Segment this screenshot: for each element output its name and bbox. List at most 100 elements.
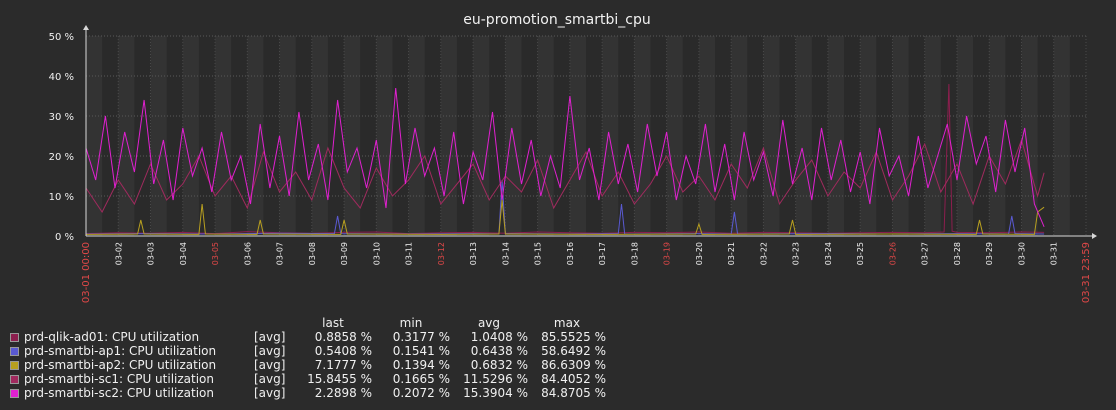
legend-max: 84.8705 % — [541, 386, 606, 400]
x-tick-label: 03-16 — [566, 242, 575, 265]
x-tick-label: 03-31 — [1050, 242, 1059, 265]
legend-agg: [avg] — [254, 386, 286, 400]
night-band — [424, 36, 441, 236]
legend-max: 86.6309 % — [541, 358, 606, 372]
legend-swatch — [10, 360, 19, 370]
legend-last: 7.1777 % — [314, 358, 372, 372]
x-tick-label: 03-09 — [340, 242, 349, 265]
night-band — [844, 36, 861, 236]
cpu-chart: eu-promotion_smartbi_cpu 0 % 10 % 20 % 30 %… — [49, 12, 1097, 303]
night-band — [166, 36, 183, 236]
night-band — [327, 36, 345, 236]
legend-header-last: last — [322, 316, 344, 330]
x-tick-label: 03-11 — [405, 242, 414, 265]
y-axis-arrow — [83, 25, 89, 30]
night-band — [682, 36, 699, 236]
x-tick-label: 03-20 — [695, 242, 704, 265]
x-tick-label: 03-08 — [308, 242, 317, 265]
x-tick-label: 03-15 — [534, 242, 543, 265]
x-tick-label: 03-28 — [953, 242, 962, 265]
series-lines — [85, 83, 1045, 235]
legend-min: 0.1394 % — [392, 358, 450, 372]
x-tick-label: 03-24 — [824, 242, 833, 265]
legend-avg: 15.3904 % — [463, 386, 528, 400]
x-tick-label: 03-03 — [147, 242, 156, 265]
legend-series-name: prd-smartbi-sc1: CPU utilization — [24, 372, 215, 386]
y-tick-label: 0 % — [55, 232, 74, 243]
legend-agg: [avg] — [254, 330, 286, 344]
legend-series-name: prd-smartbi-ap2: CPU utilization — [24, 358, 217, 372]
night-band — [908, 36, 925, 236]
series-line-3 — [85, 138, 1045, 213]
legend-agg: [avg] — [254, 344, 286, 358]
night-band — [747, 36, 764, 236]
legend-series-name: prd-smartbi-ap1: CPU utilization — [24, 344, 217, 358]
night-band — [650, 36, 667, 236]
legend-max: 84.4052 % — [541, 372, 606, 386]
night-band — [521, 36, 538, 236]
x-tick-label: 03-25 — [856, 242, 865, 265]
legend-last: 15.8455 % — [307, 372, 372, 386]
x-tick-label: 03-05 — [211, 242, 220, 265]
legend-row: prd-smartbi-ap2: CPU utilization [avg] 7.1… — [10, 358, 606, 372]
legend-max: 58.6492 % — [541, 344, 606, 358]
legend-header: last min avg max — [10, 316, 606, 330]
grid-lines — [86, 35, 1087, 237]
night-band — [811, 36, 828, 236]
x-tick-label: 03-30 — [1017, 242, 1026, 265]
y-tick-label: 30 % — [49, 112, 74, 123]
chart-title: eu-promotion_smartbi_cpu — [463, 12, 650, 28]
x-tick-label: 03-12 — [437, 242, 446, 265]
legend: last min avg max prd-qlik-ad01: CPU util… — [10, 316, 606, 400]
legend-row: prd-smartbi-sc1: CPU utilization [avg] 15.… — [10, 372, 606, 386]
plot-area — [86, 36, 1086, 236]
legend-agg: [avg] — [254, 372, 286, 386]
night-band — [1037, 36, 1054, 236]
legend-min: 0.2072 % — [392, 386, 450, 400]
x-tick-label: 03-07 — [276, 242, 285, 265]
legend-last: 0.8858 % — [314, 330, 372, 344]
legend-avg: 0.6832 % — [470, 358, 528, 372]
y-tick-label: 40 % — [49, 72, 74, 83]
x-tick-label: 03-21 — [727, 242, 736, 265]
x-tick-label: 03-10 — [372, 242, 381, 265]
legend-avg: 11.5296 % — [463, 372, 528, 386]
x-tick-label: 03-14 — [501, 242, 510, 265]
night-band — [231, 36, 248, 236]
legend-row: prd-qlik-ad01: CPU utilization [avg] 0.885… — [10, 330, 606, 344]
legend-swatch — [10, 346, 19, 356]
legend-swatch — [10, 332, 19, 342]
night-band — [715, 36, 732, 236]
y-tick-label: 20 % — [49, 152, 74, 163]
x-tick-label: 03-02 — [114, 242, 123, 265]
legend-row: prd-smartbi-sc2: CPU utilization [avg] 2.2… — [10, 386, 606, 400]
night-band — [1069, 36, 1086, 236]
series-line-4 — [85, 87, 1045, 227]
night-band — [134, 36, 151, 236]
legend-row: prd-smartbi-ap1: CPU utilization [avg] 0.5… — [10, 344, 606, 358]
x-tick-label: 03-29 — [985, 242, 994, 265]
x-tick-label: 03-04 — [179, 242, 188, 265]
x-tick-label: 03-06 — [243, 242, 252, 265]
x-tick-label: 03-23 — [792, 242, 801, 265]
legend-last: 2.2898 % — [314, 386, 372, 400]
legend-min: 0.1541 % — [392, 344, 450, 358]
night-band — [456, 36, 474, 236]
night-band — [198, 36, 216, 236]
y-tick-label: 50 % — [49, 32, 74, 43]
x-axis-arrow — [1092, 233, 1097, 239]
legend-header-min: min — [399, 316, 423, 330]
legend-avg: 0.6438 % — [470, 344, 528, 358]
night-band — [295, 36, 312, 236]
legend-header-max: max — [553, 316, 581, 330]
x-tick-label: 03-31 23:59 — [1081, 242, 1092, 303]
night-band — [876, 36, 893, 236]
axes — [83, 25, 1097, 239]
legend-min: 0.3177 % — [392, 330, 450, 344]
legend-header-avg: avg — [477, 316, 501, 330]
night-band — [360, 36, 377, 236]
x-tick-label: 03-26 — [888, 242, 897, 265]
legend-max: 85.5525 % — [541, 330, 606, 344]
night-band — [1005, 36, 1022, 236]
y-axis-ticks: 0 % 10 % 20 % 30 % 40 % 50 % — [49, 32, 74, 243]
